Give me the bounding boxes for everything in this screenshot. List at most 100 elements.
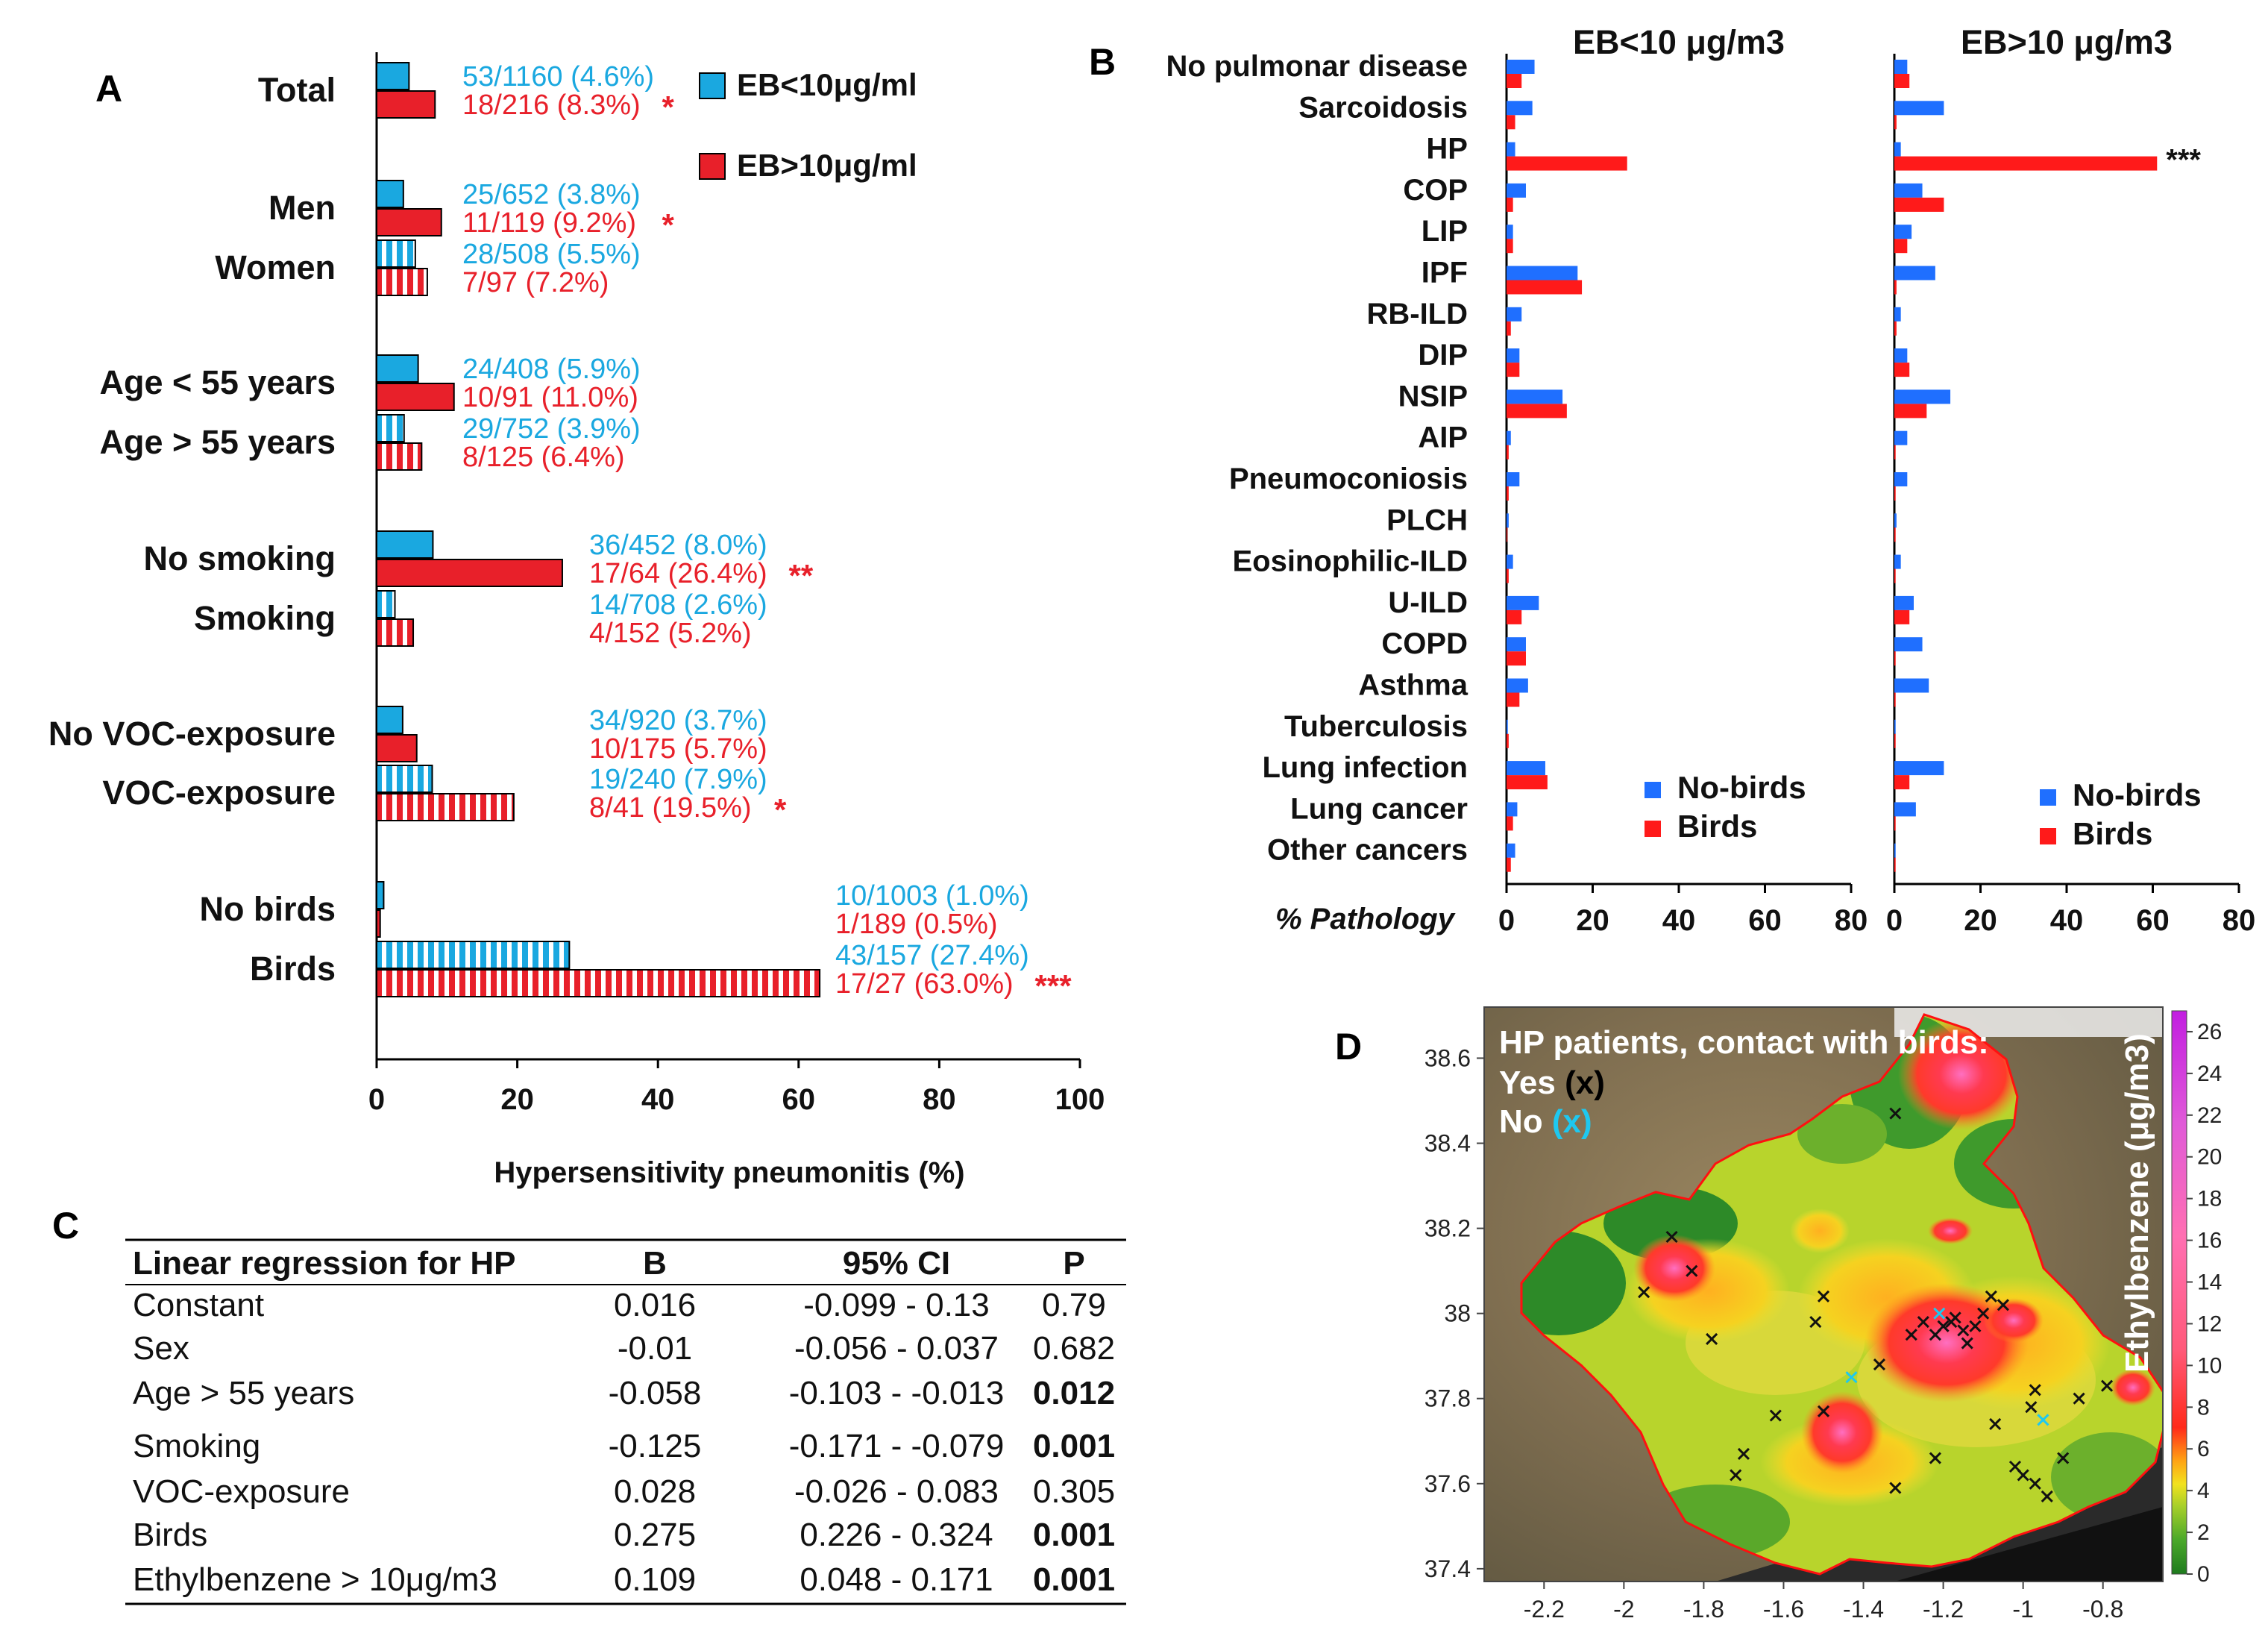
panel-b-x-tick-label: 40 — [1662, 904, 1696, 937]
panel-b-bar-no-birds — [1507, 389, 1563, 404]
panel-d: D — [1335, 1006, 2222, 1623]
patient-birds-yes-marker — [1977, 1307, 1990, 1320]
patient-birds-yes-marker-stroke — [2057, 1452, 2070, 1464]
panel-a-bar-label: 10/175 (5.7%) — [589, 733, 767, 765]
panel-b-bar-no-birds — [1507, 802, 1518, 817]
table-header-cell: Linear regression for HP — [133, 1245, 515, 1282]
patient-birds-yes-marker — [1769, 1409, 1782, 1422]
panel-b-bar-no-birds — [1894, 60, 1908, 74]
panel-a-bar-label: 28/508 (5.5%) — [462, 239, 641, 270]
panel-b-bar-birds — [1894, 486, 1896, 501]
panel-a-bar-label: 24/408 (5.9%) — [462, 354, 641, 385]
table-cell-b: -0.058 — [609, 1375, 702, 1411]
panel-b-category-label: IPF — [1422, 257, 1468, 289]
patient-birds-yes-marker — [1737, 1447, 1750, 1460]
patient-birds-yes-marker — [1817, 1405, 1830, 1417]
map-x-tick-label: -1.8 — [1683, 1596, 1724, 1623]
map-x-tick-label: -1.6 — [1763, 1596, 1804, 1623]
patient-birds-yes-marker-stroke — [1769, 1409, 1782, 1422]
panel-a-category-label: Age > 55 years — [100, 423, 336, 461]
table-header-cell: P — [1063, 1245, 1084, 1282]
panel-a-bar — [376, 559, 563, 587]
map-title: HP patients, contact with birds: — [1499, 1024, 1989, 1061]
patient-birds-yes-marker — [1817, 1290, 1830, 1303]
panel-a-bar-label: 7/97 (7.2%) — [462, 267, 609, 298]
colorbar — [2171, 1010, 2187, 1575]
patient-birds-yes-marker-stroke — [2025, 1401, 2038, 1414]
panel-b-bar-no-birds — [1507, 266, 1578, 280]
panel-b-bar-birds — [1894, 156, 2158, 171]
panel-a-x-tick-label: 20 — [500, 1083, 534, 1116]
panel-b-bar-no-birds — [1507, 430, 1511, 445]
panel-a-category-label: Smoking — [194, 599, 336, 637]
table-cell-b: -0.01 — [618, 1330, 692, 1367]
panel-b-bar-no-birds — [1894, 101, 1944, 116]
panel-b-bar-no-birds — [1507, 142, 1515, 157]
panel-b-bar-birds — [1507, 404, 1567, 419]
panel-b-plot: No pulmonar disease Sarcoidosis HP COP LIP IP… — [1166, 23, 2255, 937]
patient-birds-yes-marker-stroke — [1665, 1230, 1678, 1244]
patient-birds-yes-marker — [2029, 1477, 2041, 1490]
panel-b-bar-no-birds — [1507, 60, 1535, 74]
panel-b-bar-no-birds — [1507, 554, 1513, 569]
panel-b-bar-no-birds — [1507, 595, 1539, 610]
colorbar-tick-label: 16 — [2197, 1229, 2222, 1253]
patient-birds-yes-marker-stroke — [1997, 1299, 2009, 1311]
panel-b-bar-birds — [1894, 197, 1944, 212]
panel-b-bar-no-birds — [1507, 761, 1545, 776]
panel-b-bar-birds — [1894, 445, 1896, 460]
colorbar-tick-label: 4 — [2197, 1479, 2210, 1503]
panel-b-legend-swatch-birds — [2040, 828, 2056, 844]
panel-b-bar-birds — [1507, 857, 1511, 872]
table-row-label: Age > 55 years — [133, 1375, 354, 1411]
panel-b-bar-birds — [1894, 74, 1910, 88]
panel-b-legend-swatch-no-birds — [2040, 789, 2056, 806]
patient-birds-yes-marker-stroke — [2100, 1379, 2114, 1392]
panel-b-legend-swatch-birds — [1645, 821, 1661, 837]
patient-birds-yes-marker — [1989, 1417, 2002, 1431]
panel-d-letter: D — [1335, 1026, 1362, 1068]
panel-a-bar — [376, 765, 433, 793]
panel-b-bar-birds — [1507, 239, 1513, 254]
panel-b-bar-no-birds — [1894, 595, 1914, 610]
table-cell-ci: 0.226 - 0.324 — [800, 1517, 993, 1553]
panel-b-bar-birds — [1507, 733, 1509, 748]
table-cell-ci: -0.056 - 0.037 — [794, 1330, 999, 1367]
panel-a-bar-label: 17/64 (26.4%) — [589, 558, 767, 589]
patient-birds-yes-marker-stroke — [1809, 1316, 1822, 1329]
panel-a-bar — [376, 180, 404, 208]
panel-b-bar-no-birds — [1507, 183, 1526, 198]
panel-b-bar-no-birds — [1507, 307, 1522, 322]
patient-birds-yes-marker — [1929, 1329, 1941, 1341]
patient-birds-yes-marker-stroke — [1929, 1452, 1941, 1464]
panel-b-bar-birds — [1507, 651, 1526, 666]
patient-birds-yes-marker-stroke — [1686, 1264, 1698, 1277]
table-cell-p: 0.682 — [1033, 1330, 1115, 1367]
panel-b-bar-birds — [1507, 115, 1515, 130]
panel-a-bar-label: 8/125 (6.4%) — [462, 442, 625, 473]
sea-dark — [1894, 1507, 2163, 1582]
panel-b-x-tick-label: 0 — [1886, 904, 1903, 937]
patient-birds-yes-marker — [1686, 1264, 1698, 1277]
panel-c-table: Linear regression for HP B 95% CI P Constant… — [125, 1238, 1126, 1605]
colorbar-tick-label: 12 — [2197, 1311, 2222, 1336]
panel-b-category-label: Other cancers — [1267, 834, 1468, 867]
panel-b-bar-no-birds — [1507, 843, 1515, 858]
panel-a-x-tick-label: 80 — [923, 1083, 956, 1116]
panel-b-category-label: NSIP — [1398, 380, 1468, 413]
panel-b-bar-birds — [1507, 568, 1509, 583]
colorbar-tick-label: 14 — [2197, 1270, 2222, 1295]
panel-a-bar — [376, 881, 385, 909]
panel-b-bar-birds — [1894, 404, 1927, 419]
map-frame — [1483, 1006, 2164, 1582]
panel-b-bar-no-birds — [1507, 472, 1520, 486]
patient-birds-yes-marker — [1949, 1311, 1961, 1324]
panel-a-category-label: VOC-exposure — [102, 774, 336, 812]
panel-b-bar-birds — [1507, 321, 1511, 336]
patient-birds-yes-marker-stroke — [1957, 1324, 1970, 1337]
panel-b-bar-no-birds — [1894, 513, 1897, 528]
panel-a-bar — [376, 442, 423, 471]
panel-b-bar-birds — [1507, 486, 1509, 501]
panel-b-category-label: Sarcoidosis — [1298, 91, 1468, 124]
map-y-tick-label: 37.8 — [1424, 1385, 1471, 1412]
